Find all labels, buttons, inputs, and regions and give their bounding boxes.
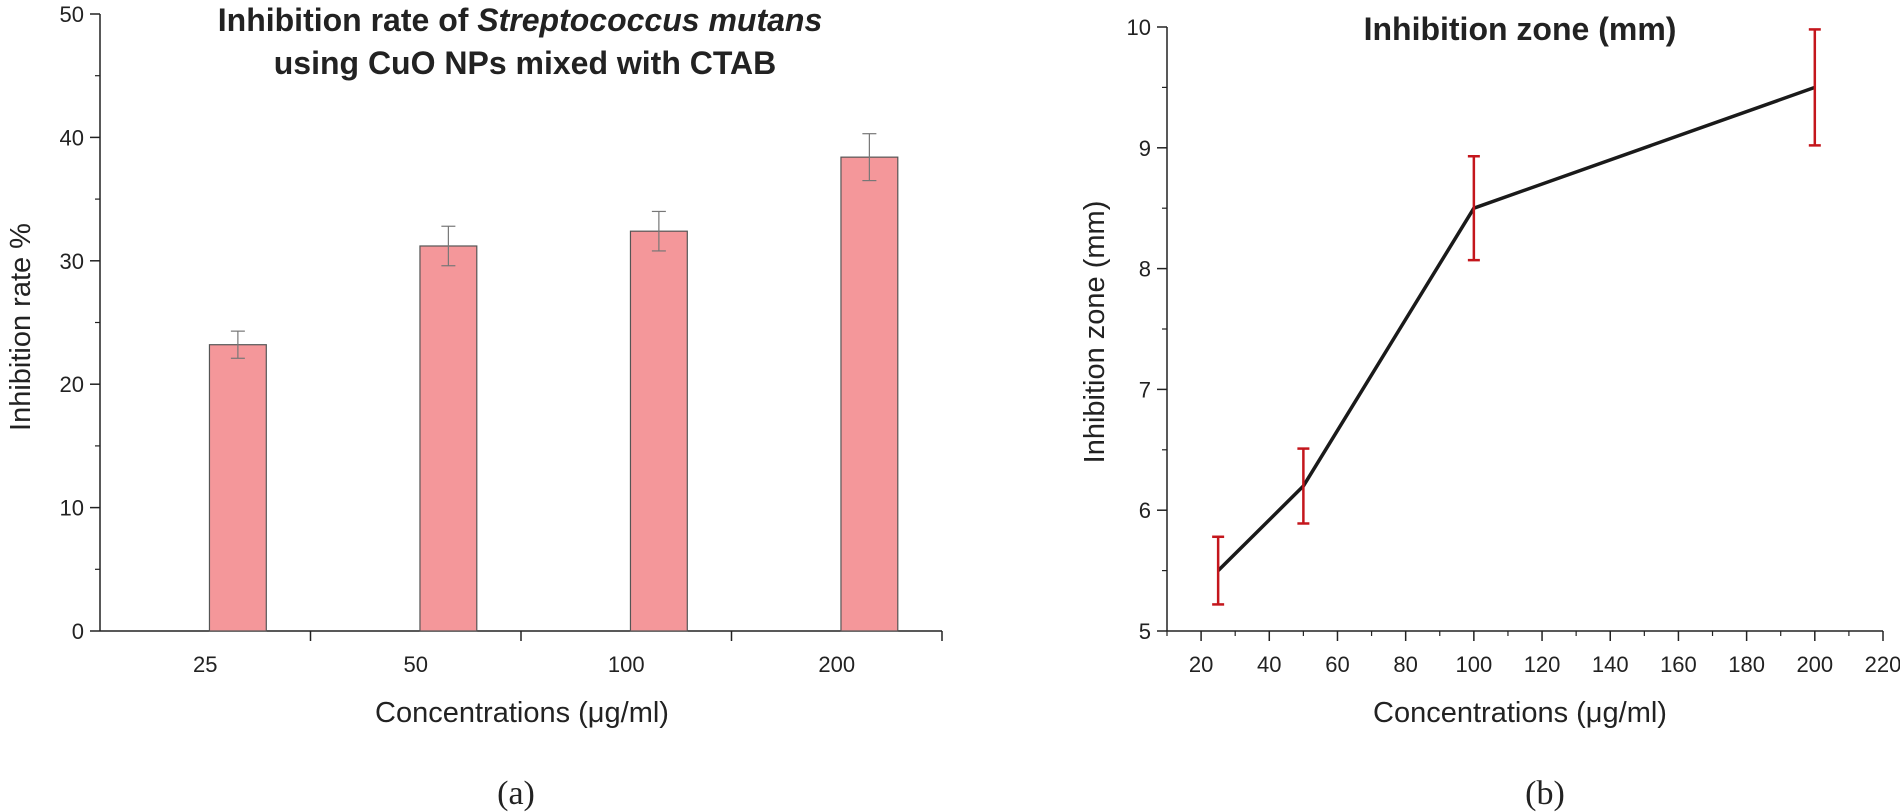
chart-a-bar (208, 344, 267, 632)
chart-a-y-tick-label: 10 (60, 496, 84, 521)
chart-a-panel-label: (a) (497, 775, 535, 812)
chart-a-y-tick-label: 0 (72, 619, 84, 644)
chart-b-y-tick-label: 10 (1127, 15, 1151, 40)
chart-b-x-tick-label: 60 (1325, 652, 1349, 677)
chart-b-x-tick-label: 20 (1189, 652, 1213, 677)
chart-a-x-tick-label: 200 (818, 652, 855, 677)
chart-b-y-axis-label: Inhibition zone (mm) (1079, 201, 1111, 464)
chart-b-x-axis-label: Concentrations (μg/ml) (1373, 697, 1667, 729)
chart-b-x-tick-label: 140 (1592, 652, 1629, 677)
chart-b-series-line (1216, 85, 1816, 572)
chart-b-x-tick-label: 200 (1796, 652, 1833, 677)
chart-b-y-tick-label: 7 (1139, 377, 1151, 402)
chart-a: 0 10 20 30 40 50 25 50 100 200 Inhibition rate o… (5, 2, 943, 812)
chart-a-x-axis-label: Concentrations (μg/ml) (375, 697, 669, 729)
chart-b-y-tick-label: 9 (1139, 136, 1151, 161)
chart-a-y-tick-label: 30 (60, 249, 84, 274)
chart-b-x-tick-label: 100 (1455, 652, 1492, 677)
chart-a-y-axis-label: Inhibition rate % (5, 223, 37, 431)
chart-a-y-tick-label: 50 (60, 2, 84, 27)
chart-b-x-tick-label: 40 (1257, 652, 1281, 677)
chart-a-x-tick-label: 50 (404, 652, 428, 677)
chart-b-x-tick-label: 160 (1660, 652, 1697, 677)
chart-a-x-tick-label: 25 (193, 652, 217, 677)
chart-b-y-tick-label: 5 (1139, 619, 1151, 644)
chart-b-x-tick-label: 220 (1865, 652, 1900, 677)
chart-a-bar (419, 245, 478, 632)
chart-b: 5 6 7 8 9 10 20 40 60 80 100 120 140 160 180 200 220 In… (1079, 11, 1900, 812)
chart-a-title-line1: Inhibition rate of Streptococcus mutans (218, 2, 823, 38)
chart-a-y-tick-label: 20 (60, 372, 84, 397)
chart-b-x-tick-label: 180 (1728, 652, 1765, 677)
chart-b-x-tick-label: 120 (1524, 652, 1561, 677)
chart-a-title-line2: using CuO NPs mixed with CTAB (274, 45, 777, 81)
chart-b-y-tick-label: 6 (1139, 498, 1151, 523)
chart-a-x-tick-label: 100 (608, 652, 645, 677)
chart-b-title: Inhibition zone (mm) (1364, 11, 1677, 47)
chart-a-bar (840, 156, 899, 632)
chart-a-y-tick-label: 40 (60, 125, 84, 150)
chart-b-panel-label: (b) (1525, 775, 1565, 812)
chart-a-bar (629, 230, 688, 632)
chart-b-y-tick-label: 8 (1139, 257, 1151, 282)
chart-b-x-tick-label: 80 (1393, 652, 1417, 677)
